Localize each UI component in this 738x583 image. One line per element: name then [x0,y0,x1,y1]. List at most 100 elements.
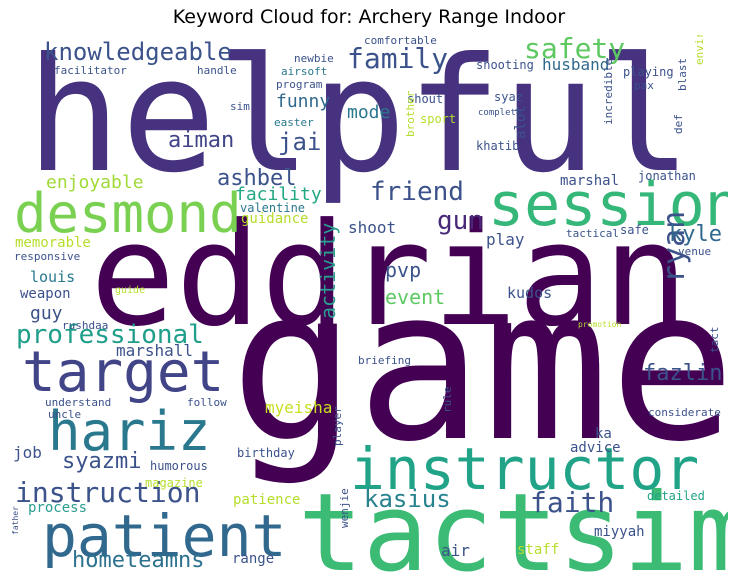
word-def: def [672,114,685,134]
word-instruction: instruction [15,476,201,509]
word-marshall: marshall [116,341,194,360]
word-pax: pax [634,79,654,92]
word-range: range [232,551,275,567]
word-kyle: kyle [669,222,722,247]
word-understand: understand [45,396,112,409]
word-job: job [13,443,42,462]
word-memorable: memorable [15,235,91,251]
word-air: air [441,541,470,560]
word-magazine: magazine [145,476,203,490]
word-syaz: syaz [494,90,523,104]
word-jai: jai [278,128,322,156]
word-syazmi: syazmi [62,449,142,474]
word-faith: faith [530,486,615,519]
word-comfortable: comfortable [364,35,437,47]
word-alot: alot [513,105,529,139]
word-brother: brother [404,90,417,137]
word-hometeamns: hometeamns [72,548,205,573]
word-briefing: briefing [358,354,411,367]
word-desmond: desmond [14,182,242,245]
word-pvp: pvp [385,258,422,282]
word-wenjie: wenjie [338,488,351,528]
word-considerate: considerate [648,406,721,419]
word-birthday: birthday [237,446,295,460]
word-target: target [22,340,225,405]
word-blast: blast [676,57,689,91]
word-gun: gun [437,206,484,236]
word-staff: staff [517,542,560,558]
word-newbie: newbie [294,52,334,65]
word-hariz: hariz [48,400,211,463]
word-game: game [230,243,728,488]
word-easter: easter [274,116,314,129]
word-follow: follow [187,396,227,409]
word-promotion: promotion [578,320,622,329]
word-facility: facility [235,184,322,205]
word-rule: rule [441,386,454,414]
word-tactical: tactical [566,227,619,240]
word-weapon: weapon [20,286,71,302]
word-sim: sim [230,100,250,113]
chart-title: Keyword Cloud for: Archery Range Indoor [172,6,566,28]
word-father: father [11,506,20,535]
word-fazlin: fazlin [643,361,723,386]
word-jonathan: jonathan [638,169,696,183]
word-friend: friend [370,177,464,207]
word-husband: husband [542,55,610,74]
word-guidance: guidance [241,211,309,227]
word-knowledgeable: knowledgeable [44,38,232,66]
word-valentine: valentine [240,201,306,215]
word-playing: playing [623,65,674,79]
word-louis: louis [30,268,76,286]
word-tactsim: tactsim [298,471,728,581]
word-humorous: humorous [150,459,208,473]
word-kasius: kasius [364,485,451,513]
word-advice: advice [570,440,621,456]
word-family: family [347,42,449,75]
word-environment: environment [693,35,706,65]
word-facilitator: facilitator [54,64,127,77]
word-cloud-area: helpful game eddrian tactsim session desmond i… [10,35,728,580]
word-handle: handle [197,64,237,77]
word-venue: venue [678,245,712,258]
word-shooting: shooting [476,58,534,72]
word-shoot: shoot [348,218,397,237]
word-play: play [486,230,525,249]
word-responsive: responsive [14,250,81,263]
word-kudos: kudos [507,284,553,302]
word-helpful: helpful [26,35,692,208]
word-airsoft: airsoft [281,65,328,78]
word-program: program [276,78,323,91]
word-activity: activity [316,222,340,319]
word-eddrian: eddrian [90,193,689,358]
word-khatib: khatib [476,139,520,153]
word-rushdaa: rushdaa [62,319,109,332]
word-marshal: marshal [560,173,620,189]
word-guide: guide [115,285,146,296]
word-enjoyable: enjoyable [46,172,144,193]
word-guy: guy [30,303,63,324]
word-ashbel: ashbel [217,166,297,191]
word-sport: sport [420,112,457,126]
word-mode: mode [347,102,391,123]
word-safety: safety [524,35,626,65]
word-safe: safe [620,223,649,237]
word-player: player [331,406,344,446]
word-detailed: detailed [647,489,705,503]
word-patience: patience [233,492,301,508]
word-process: process [28,500,88,516]
word-shout: shout [407,92,444,106]
word-event: event [385,285,446,309]
word-patient: patient [42,502,287,570]
word-ka: ka [595,426,612,442]
word-miyyah: miyyah [594,524,645,540]
word-tact: tact [708,326,721,354]
word-myeisha: myeisha [265,398,333,417]
word-funny: funny [276,91,331,112]
word-session: session [488,170,728,240]
word-aiman: aiman [168,128,235,153]
word-uncle: uncle [48,408,82,421]
word-professional: professional [16,320,204,350]
word-incredible: incredible [602,58,615,125]
